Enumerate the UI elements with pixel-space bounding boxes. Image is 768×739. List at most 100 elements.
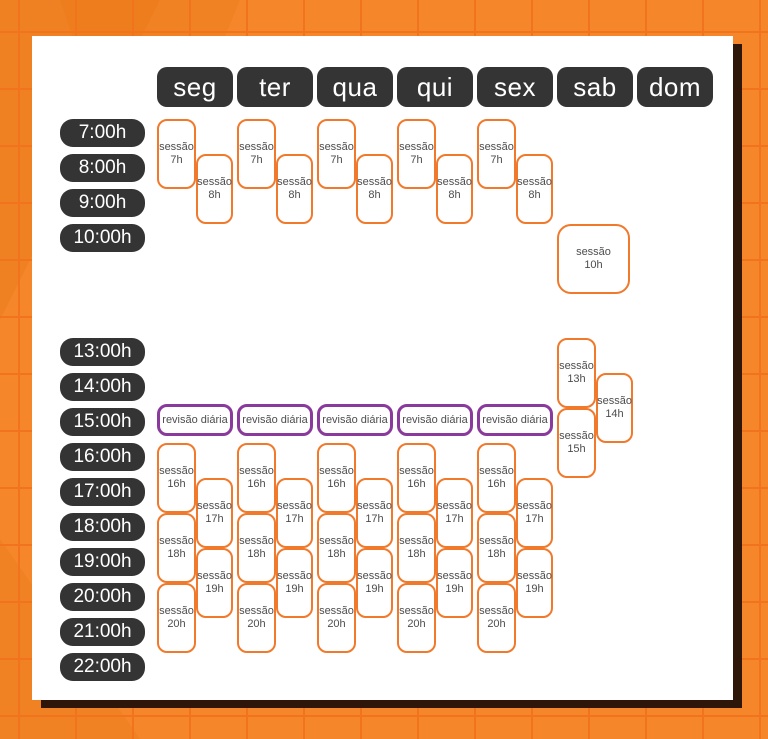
session-hour: 7h bbox=[250, 154, 263, 166]
session-hour: 7h bbox=[330, 154, 343, 166]
day-header-dom: dom bbox=[637, 67, 713, 107]
day-header-ter: ter bbox=[237, 67, 313, 107]
session-hour: 13h bbox=[567, 373, 586, 385]
session-ter-7h: sessão 7h bbox=[237, 119, 276, 189]
session-hour: 17h bbox=[285, 513, 304, 525]
session-word: sessão bbox=[319, 535, 354, 547]
review-qua: revisão diária bbox=[317, 404, 393, 436]
session-qui-7h: sessão 7h bbox=[397, 119, 436, 189]
session-sab-13h: sessão 13h bbox=[557, 338, 596, 408]
time-label: 8:00h bbox=[60, 154, 145, 182]
session-word: sessão bbox=[479, 605, 514, 617]
session-seg-20h: sessão 20h bbox=[157, 583, 196, 653]
time-label: 21:00h bbox=[60, 618, 145, 646]
session-seg-18h: sessão 18h bbox=[157, 513, 196, 583]
session-word: sessão bbox=[437, 570, 472, 582]
session-qua-8h: sessão 8h bbox=[356, 154, 393, 224]
session-hour: 7h bbox=[170, 154, 183, 166]
session-hour: 17h bbox=[445, 513, 464, 525]
session-qui-19h: sessão 19h bbox=[436, 548, 473, 618]
session-qua-17h: sessão 17h bbox=[356, 478, 393, 548]
time-label: 15:00h bbox=[60, 408, 145, 436]
session-qui-20h: sessão 20h bbox=[397, 583, 436, 653]
session-word: sessão bbox=[517, 176, 552, 188]
session-word: sessão bbox=[437, 176, 472, 188]
session-word: sessão bbox=[399, 141, 434, 153]
session-word: sessão bbox=[319, 141, 354, 153]
time-label: 14:00h bbox=[60, 373, 145, 401]
session-seg-19h: sessão 19h bbox=[196, 548, 233, 618]
session-word: sessão bbox=[159, 465, 194, 477]
session-word: sessão bbox=[357, 176, 392, 188]
session-hour: 18h bbox=[167, 548, 186, 560]
session-word: sessão bbox=[597, 395, 632, 407]
session-hour: 20h bbox=[487, 618, 506, 630]
session-hour: 20h bbox=[167, 618, 186, 630]
review-sex: revisão diária bbox=[477, 404, 553, 436]
session-hour: 18h bbox=[327, 548, 346, 560]
time-label: 18:00h bbox=[60, 513, 145, 541]
session-ter-17h: sessão 17h bbox=[276, 478, 313, 548]
session-word: sessão bbox=[239, 605, 274, 617]
session-word: sessão bbox=[399, 465, 434, 477]
session-sex-20h: sessão 20h bbox=[477, 583, 516, 653]
session-hour: 14h bbox=[605, 408, 624, 420]
session-word: sessão bbox=[159, 141, 194, 153]
session-sex-18h: sessão 18h bbox=[477, 513, 516, 583]
session-hour: 20h bbox=[327, 618, 346, 630]
time-label: 22:00h bbox=[60, 653, 145, 681]
session-hour: 8h bbox=[368, 189, 381, 201]
session-qui-18h: sessão 18h bbox=[397, 513, 436, 583]
session-hour: 19h bbox=[365, 583, 384, 595]
time-label: 17:00h bbox=[60, 478, 145, 506]
session-word: sessão bbox=[197, 500, 232, 512]
session-hour: 19h bbox=[525, 583, 544, 595]
session-sab-10h: sessão 10h bbox=[557, 224, 630, 294]
time-label: 20:00h bbox=[60, 583, 145, 611]
session-hour: 8h bbox=[288, 189, 301, 201]
review-qui: revisão diária bbox=[397, 404, 473, 436]
session-hour: 19h bbox=[285, 583, 304, 595]
session-sex-16h: sessão 16h bbox=[477, 443, 516, 513]
time-label: 19:00h bbox=[60, 548, 145, 576]
session-hour: 7h bbox=[490, 154, 503, 166]
session-hour: 18h bbox=[407, 548, 426, 560]
session-hour: 17h bbox=[365, 513, 384, 525]
day-header-qua: qua bbox=[317, 67, 393, 107]
session-hour: 19h bbox=[205, 583, 224, 595]
time-label: 9:00h bbox=[60, 189, 145, 217]
session-word: sessão bbox=[277, 176, 312, 188]
session-ter-8h: sessão 8h bbox=[276, 154, 313, 224]
review-ter: revisão diária bbox=[237, 404, 313, 436]
session-qua-19h: sessão 19h bbox=[356, 548, 393, 618]
session-word: sessão bbox=[159, 605, 194, 617]
session-ter-18h: sessão 18h bbox=[237, 513, 276, 583]
session-sex-19h: sessão 19h bbox=[516, 548, 553, 618]
session-word: sessão bbox=[517, 570, 552, 582]
session-word: sessão bbox=[479, 465, 514, 477]
session-word: sessão bbox=[239, 465, 274, 477]
session-hour: 20h bbox=[407, 618, 426, 630]
session-hour: 8h bbox=[448, 189, 461, 201]
session-word: sessão bbox=[479, 141, 514, 153]
session-seg-8h: sessão 8h bbox=[196, 154, 233, 224]
session-ter-16h: sessão 16h bbox=[237, 443, 276, 513]
time-label: 13:00h bbox=[60, 338, 145, 366]
session-word: sessão bbox=[319, 605, 354, 617]
session-ter-19h: sessão 19h bbox=[276, 548, 313, 618]
session-hour: 8h bbox=[528, 189, 541, 201]
session-hour: 8h bbox=[208, 189, 221, 201]
session-word: sessão bbox=[437, 500, 472, 512]
session-hour: 16h bbox=[327, 478, 346, 490]
session-hour: 15h bbox=[567, 443, 586, 455]
session-word: sessão bbox=[399, 535, 434, 547]
day-header-seg: seg bbox=[157, 67, 233, 107]
session-hour: 18h bbox=[247, 548, 266, 560]
session-qui-16h: sessão 16h bbox=[397, 443, 436, 513]
session-word: sessão bbox=[357, 570, 392, 582]
session-word: sessão bbox=[319, 465, 354, 477]
session-word: sessão bbox=[357, 500, 392, 512]
schedule-card: seg ter qua qui sex sab dom 7:00h 8:00h 9:00h 10:0… bbox=[32, 36, 733, 700]
session-sab-15h: sessão 15h bbox=[557, 408, 596, 478]
session-hour: 16h bbox=[167, 478, 186, 490]
